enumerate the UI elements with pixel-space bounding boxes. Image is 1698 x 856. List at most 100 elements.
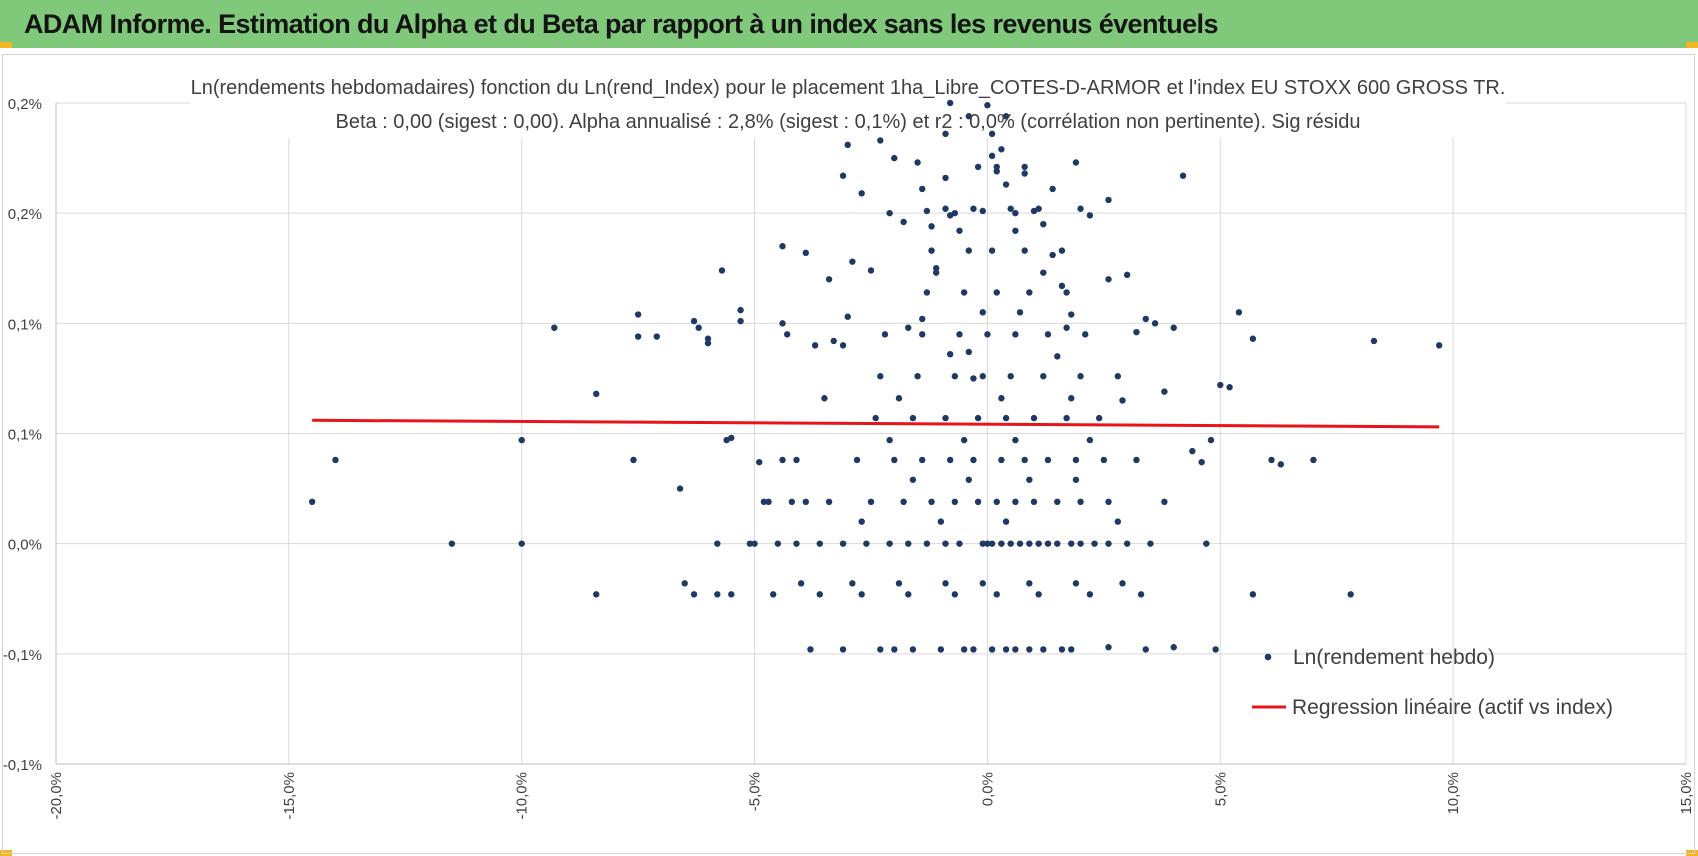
data-point bbox=[1007, 373, 1014, 380]
data-point bbox=[1091, 540, 1098, 547]
data-point bbox=[988, 247, 996, 254]
data-point bbox=[1105, 276, 1112, 283]
data-point bbox=[877, 373, 884, 380]
data-point bbox=[1026, 476, 1033, 483]
data-point bbox=[867, 267, 875, 274]
data-point bbox=[867, 498, 875, 506]
data-point bbox=[1021, 456, 1028, 464]
data-point bbox=[1207, 436, 1215, 444]
data-point bbox=[1058, 282, 1066, 290]
scatter-points bbox=[308, 99, 1443, 653]
data-point bbox=[1235, 309, 1243, 316]
data-point bbox=[746, 540, 754, 547]
data-point bbox=[1161, 388, 1168, 395]
chart-legend: Ln(rendement hebdo) Regression linéaire … bbox=[1252, 646, 1613, 719]
corner-accent-right bbox=[1686, 42, 1698, 48]
data-point bbox=[1212, 646, 1219, 653]
data-point bbox=[974, 414, 982, 422]
data-point bbox=[1040, 373, 1047, 380]
data-point bbox=[928, 247, 935, 254]
data-point bbox=[728, 591, 735, 598]
data-point bbox=[551, 324, 558, 331]
data-point bbox=[634, 333, 642, 340]
data-point bbox=[919, 185, 926, 193]
data-point bbox=[1179, 172, 1187, 179]
data-point bbox=[783, 331, 791, 338]
data-point bbox=[825, 276, 833, 283]
data-point bbox=[942, 540, 949, 547]
data-point bbox=[839, 342, 847, 349]
data-point bbox=[895, 580, 903, 587]
data-point bbox=[1035, 540, 1042, 547]
data-point bbox=[1012, 498, 1019, 506]
data-point bbox=[1035, 205, 1042, 212]
data-point bbox=[1040, 646, 1047, 653]
data-point bbox=[942, 205, 949, 212]
data-point bbox=[965, 113, 972, 120]
data-point bbox=[1063, 324, 1070, 331]
data-point bbox=[933, 265, 940, 272]
data-point bbox=[1189, 447, 1196, 455]
header-banner: ADAM Informe. Estimation du Alpha et du … bbox=[0, 0, 1698, 48]
data-point bbox=[979, 309, 986, 316]
data-point bbox=[1133, 456, 1140, 464]
data-point bbox=[914, 159, 921, 166]
data-point bbox=[891, 646, 898, 653]
data-point bbox=[1063, 289, 1070, 296]
data-point bbox=[1063, 414, 1070, 422]
data-point bbox=[886, 436, 893, 444]
data-point bbox=[984, 540, 991, 547]
data-point bbox=[960, 436, 968, 444]
data-point bbox=[923, 289, 931, 296]
data-point bbox=[960, 646, 968, 653]
data-point bbox=[1142, 646, 1149, 653]
data-point bbox=[1072, 580, 1080, 587]
data-point bbox=[1096, 414, 1103, 422]
data-point bbox=[681, 580, 688, 587]
data-point bbox=[923, 540, 931, 547]
data-point bbox=[998, 540, 1005, 547]
data-point bbox=[984, 102, 991, 109]
data-point bbox=[1170, 324, 1177, 331]
data-point bbox=[942, 580, 949, 587]
data-point bbox=[988, 646, 996, 653]
data-point bbox=[830, 337, 837, 345]
data-point bbox=[1026, 289, 1033, 296]
data-point bbox=[993, 591, 1000, 598]
data-point bbox=[816, 540, 823, 547]
data-point bbox=[1012, 209, 1019, 217]
data-point bbox=[630, 456, 637, 464]
data-point bbox=[946, 99, 954, 107]
data-point bbox=[1012, 646, 1019, 653]
data-point bbox=[1161, 498, 1168, 506]
x-tick-label: -5,0% bbox=[747, 772, 764, 811]
data-point bbox=[1226, 384, 1233, 391]
data-point bbox=[1002, 646, 1010, 653]
data-point bbox=[1100, 456, 1108, 464]
data-point bbox=[793, 540, 800, 547]
y-tick-label: 0,2% bbox=[8, 96, 42, 113]
data-point bbox=[933, 269, 940, 276]
data-point bbox=[1026, 540, 1033, 547]
data-point bbox=[793, 456, 800, 464]
data-point bbox=[1068, 646, 1075, 653]
data-point bbox=[1058, 247, 1066, 254]
data-point bbox=[1002, 181, 1010, 188]
data-point bbox=[970, 375, 977, 382]
data-point bbox=[779, 456, 786, 464]
data-point bbox=[1072, 476, 1080, 483]
y-tick-label: -0,1% bbox=[3, 757, 42, 774]
data-point bbox=[886, 540, 893, 547]
data-point bbox=[1347, 591, 1354, 598]
data-point bbox=[788, 498, 796, 506]
data-point bbox=[844, 313, 851, 320]
data-point bbox=[653, 333, 660, 340]
data-point bbox=[1151, 320, 1159, 327]
data-point bbox=[1068, 311, 1075, 318]
data-point bbox=[760, 498, 768, 506]
data-point bbox=[965, 348, 972, 356]
data-point bbox=[849, 258, 856, 265]
data-point bbox=[919, 456, 926, 464]
data-point bbox=[1049, 185, 1056, 193]
data-point bbox=[1142, 315, 1149, 323]
